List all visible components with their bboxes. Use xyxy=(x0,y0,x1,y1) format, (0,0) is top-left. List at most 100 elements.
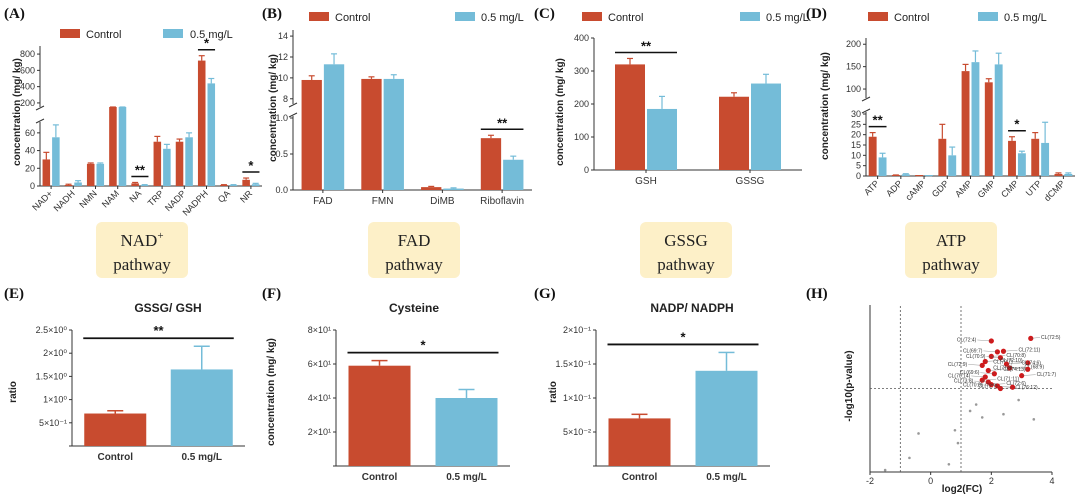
label-leader-line xyxy=(988,369,1003,371)
legend-treated-label: 0.5 mg/L xyxy=(190,29,233,41)
panel-g-ylabel: ratio xyxy=(548,381,559,403)
label-leader-line xyxy=(1013,368,1028,370)
legend-control-swatch xyxy=(60,29,80,38)
x-tick-label: Control xyxy=(97,452,133,463)
bar-control xyxy=(109,107,117,186)
bar-control xyxy=(220,185,228,186)
label-leader-line xyxy=(983,384,998,387)
x-tick-label: NA xyxy=(127,188,143,204)
label-leader-line xyxy=(971,375,986,378)
significance-label: ** xyxy=(641,38,652,53)
point-label: CL(72:4) xyxy=(957,337,977,343)
scatter-point-nonsignificant xyxy=(1017,398,1020,402)
label-leader-line xyxy=(1013,361,1028,363)
bar-control xyxy=(938,138,947,176)
panel-letter-e: (E) xyxy=(4,286,24,302)
point-label: CL(70:7) xyxy=(993,359,1013,365)
bar-control xyxy=(153,141,162,186)
y-tick-label: 1.0 xyxy=(275,113,288,123)
legend-control-swatch xyxy=(582,12,602,21)
point-label: CL(69:6) xyxy=(960,370,980,376)
panel-letter-h: (H) xyxy=(806,286,828,302)
x-tick-label: GDP xyxy=(930,178,951,199)
x-tick-label: ADP xyxy=(884,178,904,198)
panel-b-ylabel: concentration (mg/ kg) xyxy=(268,54,279,162)
y-tick-label: 60 xyxy=(25,128,35,138)
panel-e-ylabel: ratio xyxy=(8,381,19,403)
bar-treated xyxy=(1017,153,1026,176)
panel-letter-d: (D) xyxy=(806,6,827,22)
label-leader-line xyxy=(983,350,998,353)
y-tick-label: 8×10¹ xyxy=(308,325,331,335)
axis-break-mark xyxy=(288,112,298,118)
legend-control-swatch xyxy=(868,12,888,21)
pathway-box-bg xyxy=(640,222,732,278)
y-tick-label: 2.5×10⁰ xyxy=(36,325,68,335)
x-tick-label: Riboflavin xyxy=(480,196,524,207)
panel-f-ylabel: concentration (mg/ kg) xyxy=(266,338,277,446)
legend-d: Control 0.5 mg/L xyxy=(868,12,1047,24)
bar-treated xyxy=(74,182,82,186)
scatter-point-nonsignificant xyxy=(980,416,984,419)
y-tick-label: 200 xyxy=(574,99,589,109)
bar-control xyxy=(868,136,877,176)
point-label: CL(71:7) xyxy=(1037,372,1057,378)
pathway-title: GSSG xyxy=(664,231,707,250)
bar-treated xyxy=(229,185,238,186)
legend-control-swatch xyxy=(309,12,329,21)
point-label: CL(71:11) xyxy=(997,377,1019,383)
label-leader-line xyxy=(1003,350,1018,352)
label-leader-line xyxy=(1030,337,1041,339)
scatter-point-significant xyxy=(979,362,985,368)
y-tick-label: 100 xyxy=(574,132,589,142)
legend-control-label: Control xyxy=(608,12,643,24)
bar-treated xyxy=(503,159,524,190)
pathway-title-main: NAD xyxy=(120,231,157,250)
y-tick-label: 8 xyxy=(283,94,288,104)
x-tick-label: Control xyxy=(362,472,398,483)
point-label: CL(72:5) xyxy=(1041,335,1061,341)
pathway-box-bg xyxy=(96,222,188,278)
y-tick-label: 20 xyxy=(851,130,861,140)
pathway-box-fad: FAD pathway xyxy=(368,222,460,278)
label-leader-line xyxy=(1021,374,1036,376)
bar-treated xyxy=(901,174,910,176)
x-tick-label: NAD+ xyxy=(30,188,54,212)
bar-treated xyxy=(1041,142,1050,176)
x-tick-label: -2 xyxy=(866,476,874,486)
x-tick-label: FMN xyxy=(372,196,394,207)
y-tick-label: 25 xyxy=(851,119,861,129)
x-tick-label: 0.5 mg/L xyxy=(446,472,487,483)
point-label: CL(68:9) xyxy=(1025,364,1045,370)
legend-a: Control 0.5 mg/L xyxy=(60,29,233,41)
x-tick-label: AMP xyxy=(953,178,974,199)
y-tick-label: 1×10⁰ xyxy=(43,395,67,405)
pathway-title: ATP xyxy=(936,231,966,250)
x-tick-label: 2 xyxy=(989,476,994,486)
bar-control xyxy=(42,159,51,186)
significance-label: * xyxy=(248,158,254,173)
y-tick-label: 200 xyxy=(846,39,861,49)
x-tick-label: cAMP xyxy=(903,178,927,202)
bar-control xyxy=(608,418,671,466)
x-tick-label: 0 xyxy=(928,476,933,486)
point-label: CL(72:7) xyxy=(978,384,998,390)
bar-control xyxy=(719,96,749,170)
pathway-box-atp: ATP pathway xyxy=(905,222,997,278)
y-tick-label: 15 xyxy=(851,140,861,150)
pathway-box-nad: NAD+ pathway xyxy=(96,222,188,278)
x-tick-label: ATP xyxy=(862,178,881,197)
y-tick-label: 12 xyxy=(278,52,288,62)
label-leader-line xyxy=(998,386,1013,388)
point-label: CL(70:14) xyxy=(948,373,971,379)
panel-letter-b: (B) xyxy=(262,6,282,22)
scatter-point-nonsignificant xyxy=(968,409,972,413)
significance-label: * xyxy=(420,338,426,353)
bar-control xyxy=(131,183,139,186)
legend-treated-swatch xyxy=(163,29,183,38)
label-leader-line xyxy=(986,356,1001,358)
pathway-title: NAD+ xyxy=(120,230,163,250)
x-tick-label: FAD xyxy=(313,196,332,207)
